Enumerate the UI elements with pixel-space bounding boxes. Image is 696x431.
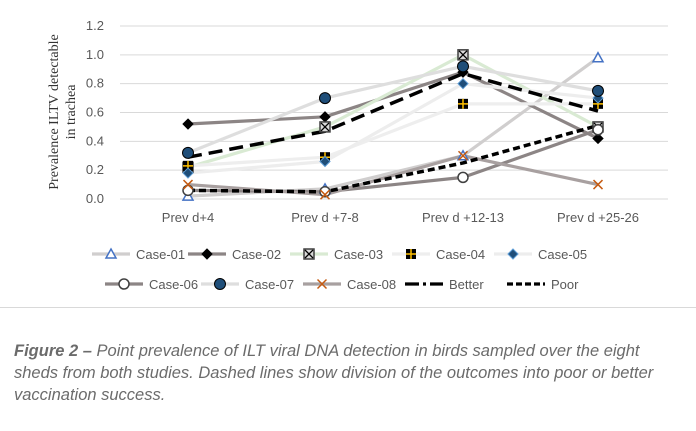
caption-label: Figure 2 – — [14, 342, 92, 360]
figure-caption: Figure 2 – Point prevalence of ILT viral… — [14, 340, 674, 406]
x-marker — [316, 278, 328, 290]
legend-label: Case-07 — [245, 277, 294, 292]
legend-label: Case-04 — [436, 247, 485, 262]
triangle-marker — [104, 247, 118, 259]
circle-marker — [182, 146, 194, 159]
legend-label: Case-03 — [334, 247, 383, 262]
x-marker — [592, 179, 604, 190]
x-marker — [319, 189, 331, 200]
diamond-marker — [592, 132, 604, 145]
circle-marker — [457, 60, 469, 73]
diamond-marker — [201, 248, 213, 260]
legend-label: Case-01 — [136, 247, 185, 262]
x-tick-label: Prev d +25-26 — [557, 210, 639, 225]
series-line-case-07 — [187, 64, 599, 155]
y-tick-label: 0.6 — [86, 105, 104, 120]
legend-label: Case-08 — [347, 277, 396, 292]
legend-label: Case-02 — [232, 247, 281, 262]
legend-item: Case-03 — [290, 247, 383, 262]
y-tick-label: 0.0 — [86, 191, 104, 206]
circle-marker — [214, 278, 226, 290]
triangle-marker — [591, 51, 605, 63]
legend-item: Case-06 — [105, 277, 198, 292]
x-tick-label: Prev d +7-8 — [291, 210, 359, 225]
x-glyph — [320, 122, 330, 132]
legend-item: Case-02 — [188, 247, 281, 262]
legend-item: Case-01 — [92, 247, 185, 262]
opencircle-marker — [118, 278, 130, 290]
diamond-marker — [319, 155, 331, 168]
y-tick-label: 0.8 — [86, 76, 104, 91]
plus-glyph — [458, 98, 468, 109]
legend-label: Case-05 — [538, 247, 587, 262]
x-marker — [182, 179, 194, 190]
diamond-marker — [319, 111, 331, 123]
series-line-poor — [187, 123, 599, 194]
diamond-marker — [182, 118, 194, 130]
opencircle-marker — [592, 124, 604, 136]
legend-item: Case-05 — [494, 247, 587, 262]
circle-marker — [319, 92, 331, 105]
y-tick-label: 1.2 — [86, 18, 104, 33]
legend-item: Case-04 — [392, 247, 485, 262]
caption-text: Point prevalence of ILT viral DNA detect… — [14, 342, 654, 404]
opencircle-marker — [182, 184, 194, 197]
circle-marker — [592, 84, 604, 97]
line-chart: 0.0 0.2 0.4 0.6 0.8 1.0 1.2 Prev d+4 Prev d +7-… — [47, 18, 668, 292]
legend-item: Case-07 — [201, 277, 294, 292]
diamond-marker — [592, 92, 604, 104]
legend-label: Poor — [551, 277, 579, 292]
series-line-case-04 — [187, 102, 598, 168]
legend-label: Case-06 — [149, 277, 198, 292]
y-axis-label: Prevalence ILTV detectable in trachea — [47, 34, 79, 189]
legend-item: Better — [405, 277, 484, 292]
legend-label: Better — [449, 277, 484, 292]
x-glyph — [304, 249, 314, 259]
diamond-marker — [507, 248, 519, 260]
opencircle-marker — [319, 186, 331, 198]
y-tick-label: 0.2 — [86, 162, 104, 177]
y-tick-label: 0.4 — [86, 133, 104, 148]
x-glyph — [458, 50, 468, 60]
x-tick-label: Prev d+4 — [162, 210, 214, 225]
legend-item: Poor — [507, 277, 579, 292]
y-tick-label: 1.0 — [86, 47, 104, 62]
x-marker — [457, 150, 469, 161]
legend-item: Case-08 — [303, 277, 396, 292]
diamond-marker — [182, 167, 194, 179]
diamond-marker — [457, 77, 469, 90]
opencircle-marker — [457, 171, 469, 184]
series-line-better — [187, 71, 599, 159]
divider — [0, 307, 696, 308]
x-tick-label: Prev d +12-13 — [422, 210, 504, 225]
plus-glyph — [406, 249, 416, 259]
